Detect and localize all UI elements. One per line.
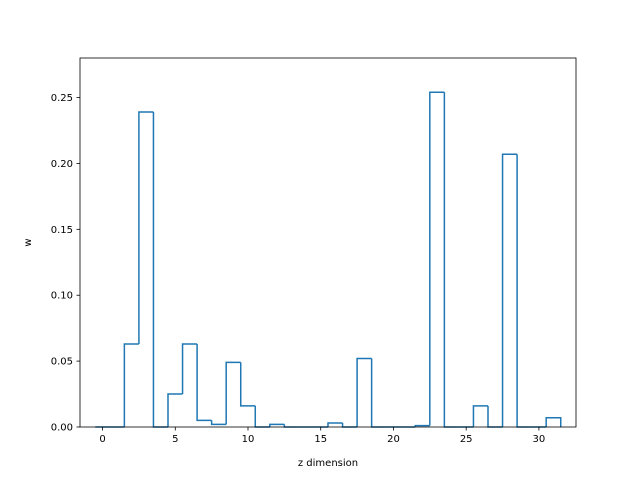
bar-step-2: [123, 343, 139, 427]
bar-step-26: [472, 405, 488, 427]
y-tick-label: 0.20: [51, 159, 73, 170]
bar-step-10: [239, 362, 256, 407]
bar-step-8: [210, 420, 227, 426]
bar-step-5: [167, 393, 183, 427]
y-tick-label: 0.10: [51, 291, 73, 302]
x-tick-label: 15: [314, 434, 327, 445]
x-tick-label: 25: [460, 434, 473, 445]
bar-step-28: [501, 153, 518, 427]
x-axis-label: z dimension: [298, 458, 358, 469]
x-tick-label: 5: [172, 434, 178, 445]
bar-step-31: [545, 417, 562, 427]
y-tick-label: 0.00: [51, 423, 73, 434]
y-tick-label: 0.25: [51, 93, 73, 104]
y-tick-label: 0.05: [51, 357, 73, 368]
x-tick-label: 20: [387, 434, 400, 445]
bar-step-16: [327, 422, 343, 427]
bar-step-12: [269, 423, 285, 427]
y-axis-label: w: [23, 238, 34, 246]
axes-frame: [79, 57, 577, 428]
x-tick-label: 0: [99, 434, 105, 445]
y-axis-ticks: 0.00 0.05 0.10 0.15 0.20 0.25: [51, 93, 80, 434]
bar-step-22: [414, 424, 430, 427]
bar-step-3: [138, 111, 154, 344]
bar-step-6: [181, 343, 198, 395]
bar-step-7: [196, 343, 212, 422]
bar-step-18: [356, 357, 372, 427]
bar-step-9: [225, 361, 241, 425]
x-axis-ticks: 0 5 10 15 20 25 30: [99, 427, 545, 445]
bar-step-23: [429, 91, 445, 426]
y-tick-label: 0.15: [51, 225, 73, 236]
x-tick-label: 30: [533, 434, 546, 445]
x-tick-label: 10: [242, 434, 255, 445]
